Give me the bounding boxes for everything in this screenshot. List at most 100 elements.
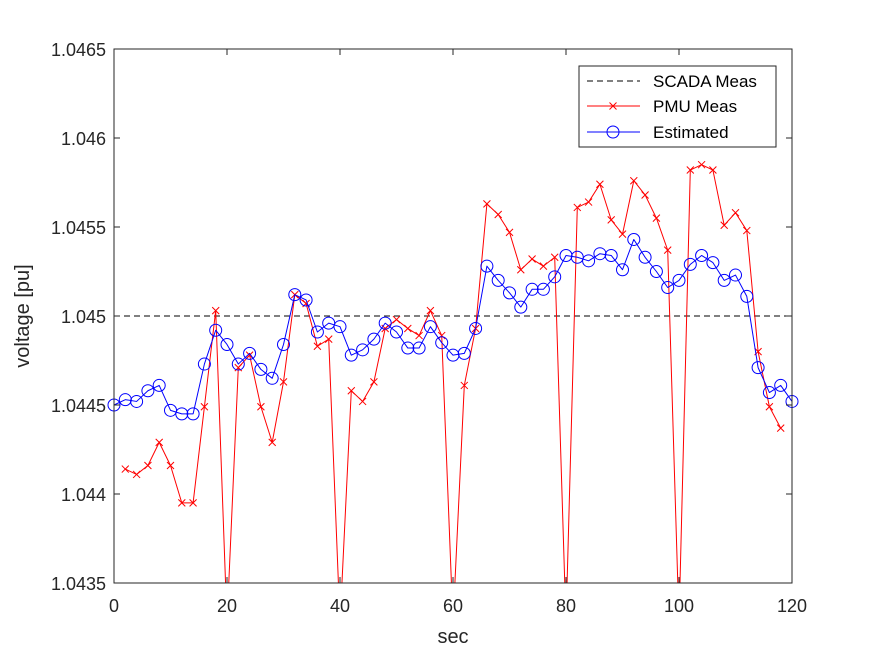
pmu-meas-point [765,402,774,411]
pmu-meas-point [629,176,638,185]
y-tick-label: 1.046 [61,129,106,149]
pmu-meas-point [686,166,695,174]
pmu-meas-point [324,335,333,343]
ticks-layer: 0 20 40 60 80 100 120 1.0435 1.044 1.0445 1.045 1.0… [51,40,807,616]
pmu-meas-point [437,331,446,340]
pmu-meas-point [392,315,401,324]
legend-label-estimated: Estimated [653,123,729,142]
estimated-point [243,346,257,360]
y-tick-label: 1.0445 [51,396,106,416]
legend-box [578,65,777,148]
pmu-meas-point [347,386,356,395]
y-tick-label: 1.0435 [51,574,106,594]
pmu-meas-point [415,331,423,340]
estimated-line [113,238,793,415]
pmu-meas-point [279,378,288,386]
estimated-point [231,357,245,371]
y-axis-label: voltage [pu] [12,264,34,367]
estimated-point [582,254,596,268]
estimated-point [503,286,516,300]
pmu-meas-point [641,191,649,199]
pmu-meas-point [121,465,130,473]
legend-marker-estimated [606,125,620,139]
pmu-meas-point [516,265,525,274]
pmu-meas-point [460,381,469,390]
estimated-point [401,341,415,355]
pmu-meas-point [483,200,491,208]
pmu-meas-point [166,461,175,470]
estimated-point [740,289,754,303]
estimated-point [220,337,234,351]
pmu-meas-point [652,214,661,222]
x-tick-label: 0 [109,596,119,616]
pmu-meas-point [268,438,277,447]
legend: SCADA Meas PMU Meas Estimated [578,65,777,148]
estimated-point [491,273,505,287]
pmu-meas-point [189,499,197,507]
estimated-point [435,336,449,350]
estimated-point [265,371,279,385]
pmu-meas-point [313,342,322,351]
pmu-meas-point [505,228,514,237]
estimated-point [367,332,381,346]
pmu-meas-point [257,402,265,411]
estimated-point [299,293,313,307]
estimated-point [277,337,290,351]
pmu-meas-point [370,378,378,386]
estimated-point [695,248,709,262]
estimated-point [209,323,223,337]
pmu-meas-point [200,402,209,411]
estimated-point [457,346,471,360]
estimated-point [469,321,483,335]
estimated-point [616,263,629,277]
estimated-point [649,265,663,278]
estimated-point [548,270,562,284]
x-axis-label: sec [437,626,468,648]
estimated-point [141,384,155,398]
pmu-meas-series [121,160,785,583]
pmu-meas-point [550,253,559,262]
x-tick-label: 100 [664,596,694,616]
estimated-point [254,362,268,376]
legend-label-scada: SCADA Meas [653,72,757,91]
pmu-meas-point [720,221,729,230]
estimated-point [310,325,324,339]
estimated-point [729,268,742,282]
pmu-meas-point [211,306,220,315]
pmu-meas-point [584,198,593,206]
pmu-meas-point [426,306,435,315]
pmu-meas-point [731,208,740,217]
estimated-point [604,248,618,262]
x-tick-label: 60 [443,596,463,616]
y-tick-label: 1.045 [61,307,106,327]
legend-label-pmu: PMU Meas [653,97,737,116]
estimated-point [627,232,641,246]
estimated-point [717,273,731,287]
pmu-meas-point [528,255,536,263]
estimated-point [762,386,776,400]
estimated-point [356,343,370,357]
estimated-point [186,407,200,421]
estimated-point [536,282,550,296]
estimated-point [751,361,765,375]
y-tick-label: 1.044 [61,485,106,505]
pmu-meas-point [618,230,627,238]
pmu-meas-point [144,461,152,470]
pmu-meas-point [539,262,548,271]
estimated-point [774,378,788,392]
estimated-point [175,407,189,421]
pmu-meas-point [776,424,785,432]
y-tick-label: 1.0465 [51,40,106,60]
estimated-point [390,325,403,339]
estimated-point [288,288,302,302]
pmu-meas-point [607,216,616,224]
estimated-point [525,282,539,296]
pmu-meas-point [596,180,604,189]
estimated-point [333,320,347,334]
estimated-point [423,320,437,334]
legend-marker-pmu [609,102,617,110]
estimated-point [706,256,720,270]
pmu-meas-point [494,210,503,219]
estimated-point [412,341,426,355]
